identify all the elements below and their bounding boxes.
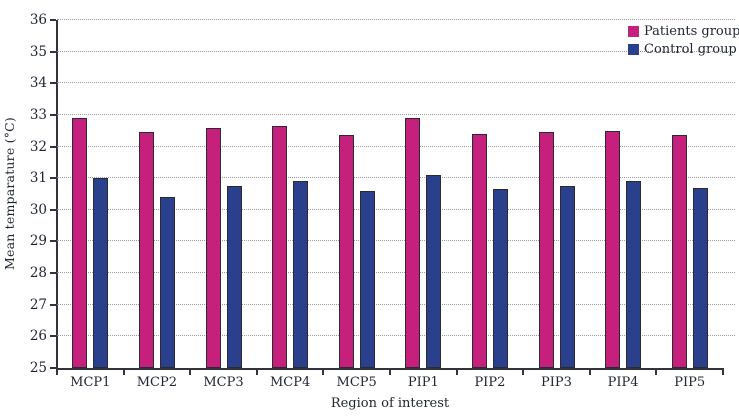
gridline-28	[57, 272, 735, 274]
y-axis-tick-label-32: 32	[29, 138, 47, 155]
gridline-31	[57, 177, 735, 179]
bar-control-group-pip5	[692, 187, 708, 368]
x-axis-tick-3	[255, 370, 258, 375]
y-axis-tick-29	[50, 240, 56, 243]
x-axis-tick-label-mcp4: MCP4	[269, 375, 311, 390]
bar-control-group-mcp2	[159, 197, 175, 368]
legend-swatch-patients-group	[628, 26, 639, 37]
y-axis-tick-30	[50, 208, 56, 211]
legend-item-patients-group: Patients group	[628, 24, 739, 39]
x-axis-tick-0	[56, 370, 58, 375]
y-axis-tick-label-28: 28	[29, 265, 47, 282]
y-axis-tick-label-25: 25	[29, 360, 47, 376]
legend-label-control-group: Control group	[644, 42, 737, 57]
legend-item-control-group: Control group	[628, 42, 739, 57]
x-axis-tick-label-mcp1: MCP1	[70, 375, 111, 390]
x-axis-title: Region of interest	[330, 396, 450, 411]
x-axis-tick-1	[122, 370, 125, 375]
x-axis-tick-6	[455, 370, 458, 375]
x-axis-tick-label-pip3: PIP3	[541, 375, 572, 390]
plot-area	[57, 19, 735, 368]
gridline-34	[57, 82, 735, 84]
bar-patients-group-mcp2	[138, 132, 154, 368]
bar-patients-group-mcp3	[205, 127, 221, 368]
legend-label-patients-group: Patients group	[644, 24, 739, 39]
bar-control-group-mcp3	[226, 186, 242, 368]
legend-swatch-control-group	[628, 44, 639, 55]
y-axis-tick-28	[50, 272, 56, 275]
x-axis-tick-2	[189, 370, 192, 375]
y-axis-tick-label-31: 31	[29, 170, 47, 187]
y-axis-line	[56, 20, 58, 370]
bar-patients-group-pip2	[471, 133, 487, 368]
y-axis-tick-label-34: 34	[29, 75, 47, 92]
y-axis-title: Mean temparature (°C)	[0, 20, 18, 368]
y-axis-tick-26	[50, 335, 56, 338]
legend: Patients group Control group	[628, 24, 739, 60]
gridline-30	[57, 208, 735, 210]
bar-patients-group-pip3	[538, 132, 554, 368]
bar-patients-group-pip1	[405, 118, 421, 368]
x-axis-tick-label-pip1: PIP1	[407, 375, 439, 390]
bar-patients-group-pip4	[605, 130, 621, 368]
y-axis-tick-label-35: 35	[29, 43, 47, 60]
y-axis-tick-36	[50, 19, 56, 21]
x-axis-tick-label-mcp5: MCP5	[336, 375, 377, 390]
y-axis-tick-label-30: 30	[29, 201, 47, 218]
bar-patients-group-mcp1	[72, 118, 88, 368]
bar-patients-group-mcp5	[338, 135, 354, 368]
bar-control-group-pip3	[559, 186, 575, 368]
x-axis-line	[56, 368, 724, 370]
y-axis-tick-label-33: 33	[29, 106, 47, 123]
y-axis-tick-label-29: 29	[29, 233, 47, 250]
y-axis-tick-34	[50, 82, 56, 85]
gridline-29	[57, 240, 735, 242]
y-axis-tick-33	[50, 113, 56, 116]
gridline-32	[57, 145, 735, 147]
y-axis-tick-label-36: 36	[29, 12, 47, 28]
y-axis-tick-25	[50, 367, 56, 369]
x-axis-tick-10	[722, 370, 724, 375]
bar-control-group-mcp5	[359, 190, 375, 368]
y-axis-title-text: Mean temparature (°C)	[1, 117, 17, 271]
x-axis-tick-label-pip2: PIP2	[474, 375, 506, 390]
bar-patients-group-pip5	[671, 135, 687, 368]
y-axis-tick-label-26: 26	[29, 328, 47, 345]
gridline-33	[57, 113, 735, 115]
bar-control-group-pip4	[626, 181, 642, 368]
x-axis-tick-label-pip4: PIP4	[607, 375, 639, 390]
x-axis-tick-9	[655, 370, 658, 375]
y-axis-tick-32	[50, 145, 56, 148]
y-axis-tick-35	[50, 50, 56, 53]
x-axis-tick-7	[522, 370, 525, 375]
gridline-26	[57, 335, 735, 337]
x-axis-tick-label-mcp2: MCP2	[136, 375, 178, 390]
x-axis-tick-5	[389, 370, 391, 375]
bar-control-group-mcp1	[93, 178, 109, 368]
y-axis-tick-label-27: 27	[29, 296, 47, 313]
gridline-36	[57, 19, 735, 20]
x-axis-tick-label-pip5: PIP5	[674, 375, 706, 390]
bar-control-group-pip2	[492, 189, 508, 368]
x-axis-tick-label-mcp3: MCP3	[203, 375, 244, 390]
gridline-35	[57, 50, 735, 52]
x-axis-tick-4	[322, 370, 325, 375]
y-axis-tick-27	[50, 303, 56, 306]
gridline-27	[57, 303, 735, 305]
bar-control-group-pip1	[426, 175, 442, 368]
bar-control-group-mcp4	[293, 181, 309, 368]
x-axis-tick-8	[588, 370, 591, 375]
y-axis-tick-31	[50, 177, 56, 180]
bar-patients-group-mcp4	[272, 125, 288, 368]
